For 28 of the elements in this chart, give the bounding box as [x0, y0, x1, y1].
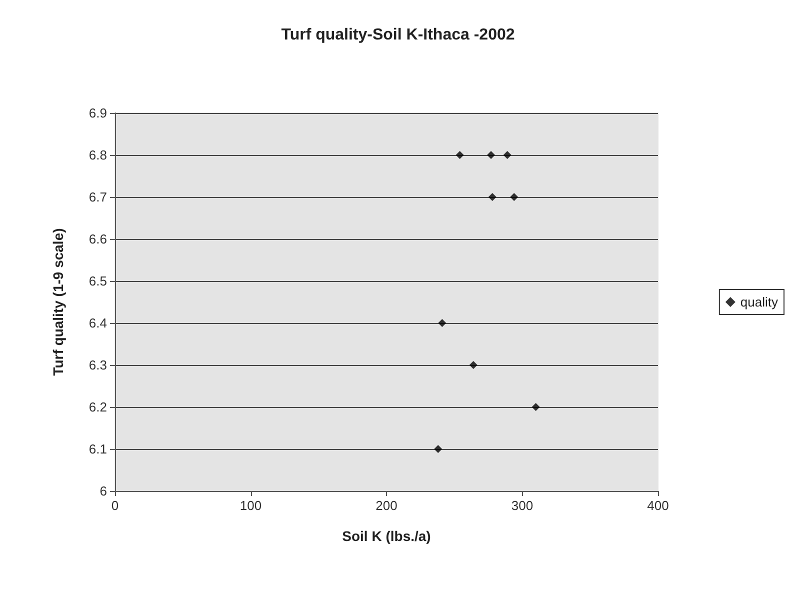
y-tick-label: 6.8	[88, 148, 107, 162]
point	[488, 193, 496, 201]
y-tick-label: 6.3	[88, 358, 107, 372]
y-tick-label: 6.4	[88, 316, 107, 330]
x-tick-label: 200	[376, 498, 398, 513]
y-tick-label: 6.1	[88, 442, 107, 456]
point	[456, 151, 464, 159]
y-tick-label: 6.7	[88, 190, 107, 204]
x-tick-label: 100	[240, 498, 262, 513]
y-axis-title: Turf quality (1-9 scale)	[50, 228, 66, 376]
x-axis-title: Soil K (lbs./a)	[342, 528, 431, 544]
point	[510, 193, 518, 201]
point	[438, 319, 446, 327]
x-tick-label: 300	[511, 498, 534, 513]
point	[532, 403, 540, 411]
point	[503, 151, 512, 159]
y-tick-label: 6.9	[88, 106, 107, 120]
x-tick-label: 0	[111, 498, 119, 513]
chart-title: Turf quality-Soil K-Ithaca -2002	[281, 26, 515, 44]
y-tick-label: 6.2	[88, 400, 107, 414]
legend-label: quality	[740, 294, 778, 310]
point	[434, 445, 442, 453]
y-tick-label: 6	[100, 484, 107, 498]
y-tick-label: 6.6	[88, 232, 107, 246]
point	[469, 361, 478, 369]
y-tick-label: 6.5	[88, 274, 107, 288]
x-tick-label: 400	[647, 498, 669, 513]
point	[487, 151, 496, 159]
